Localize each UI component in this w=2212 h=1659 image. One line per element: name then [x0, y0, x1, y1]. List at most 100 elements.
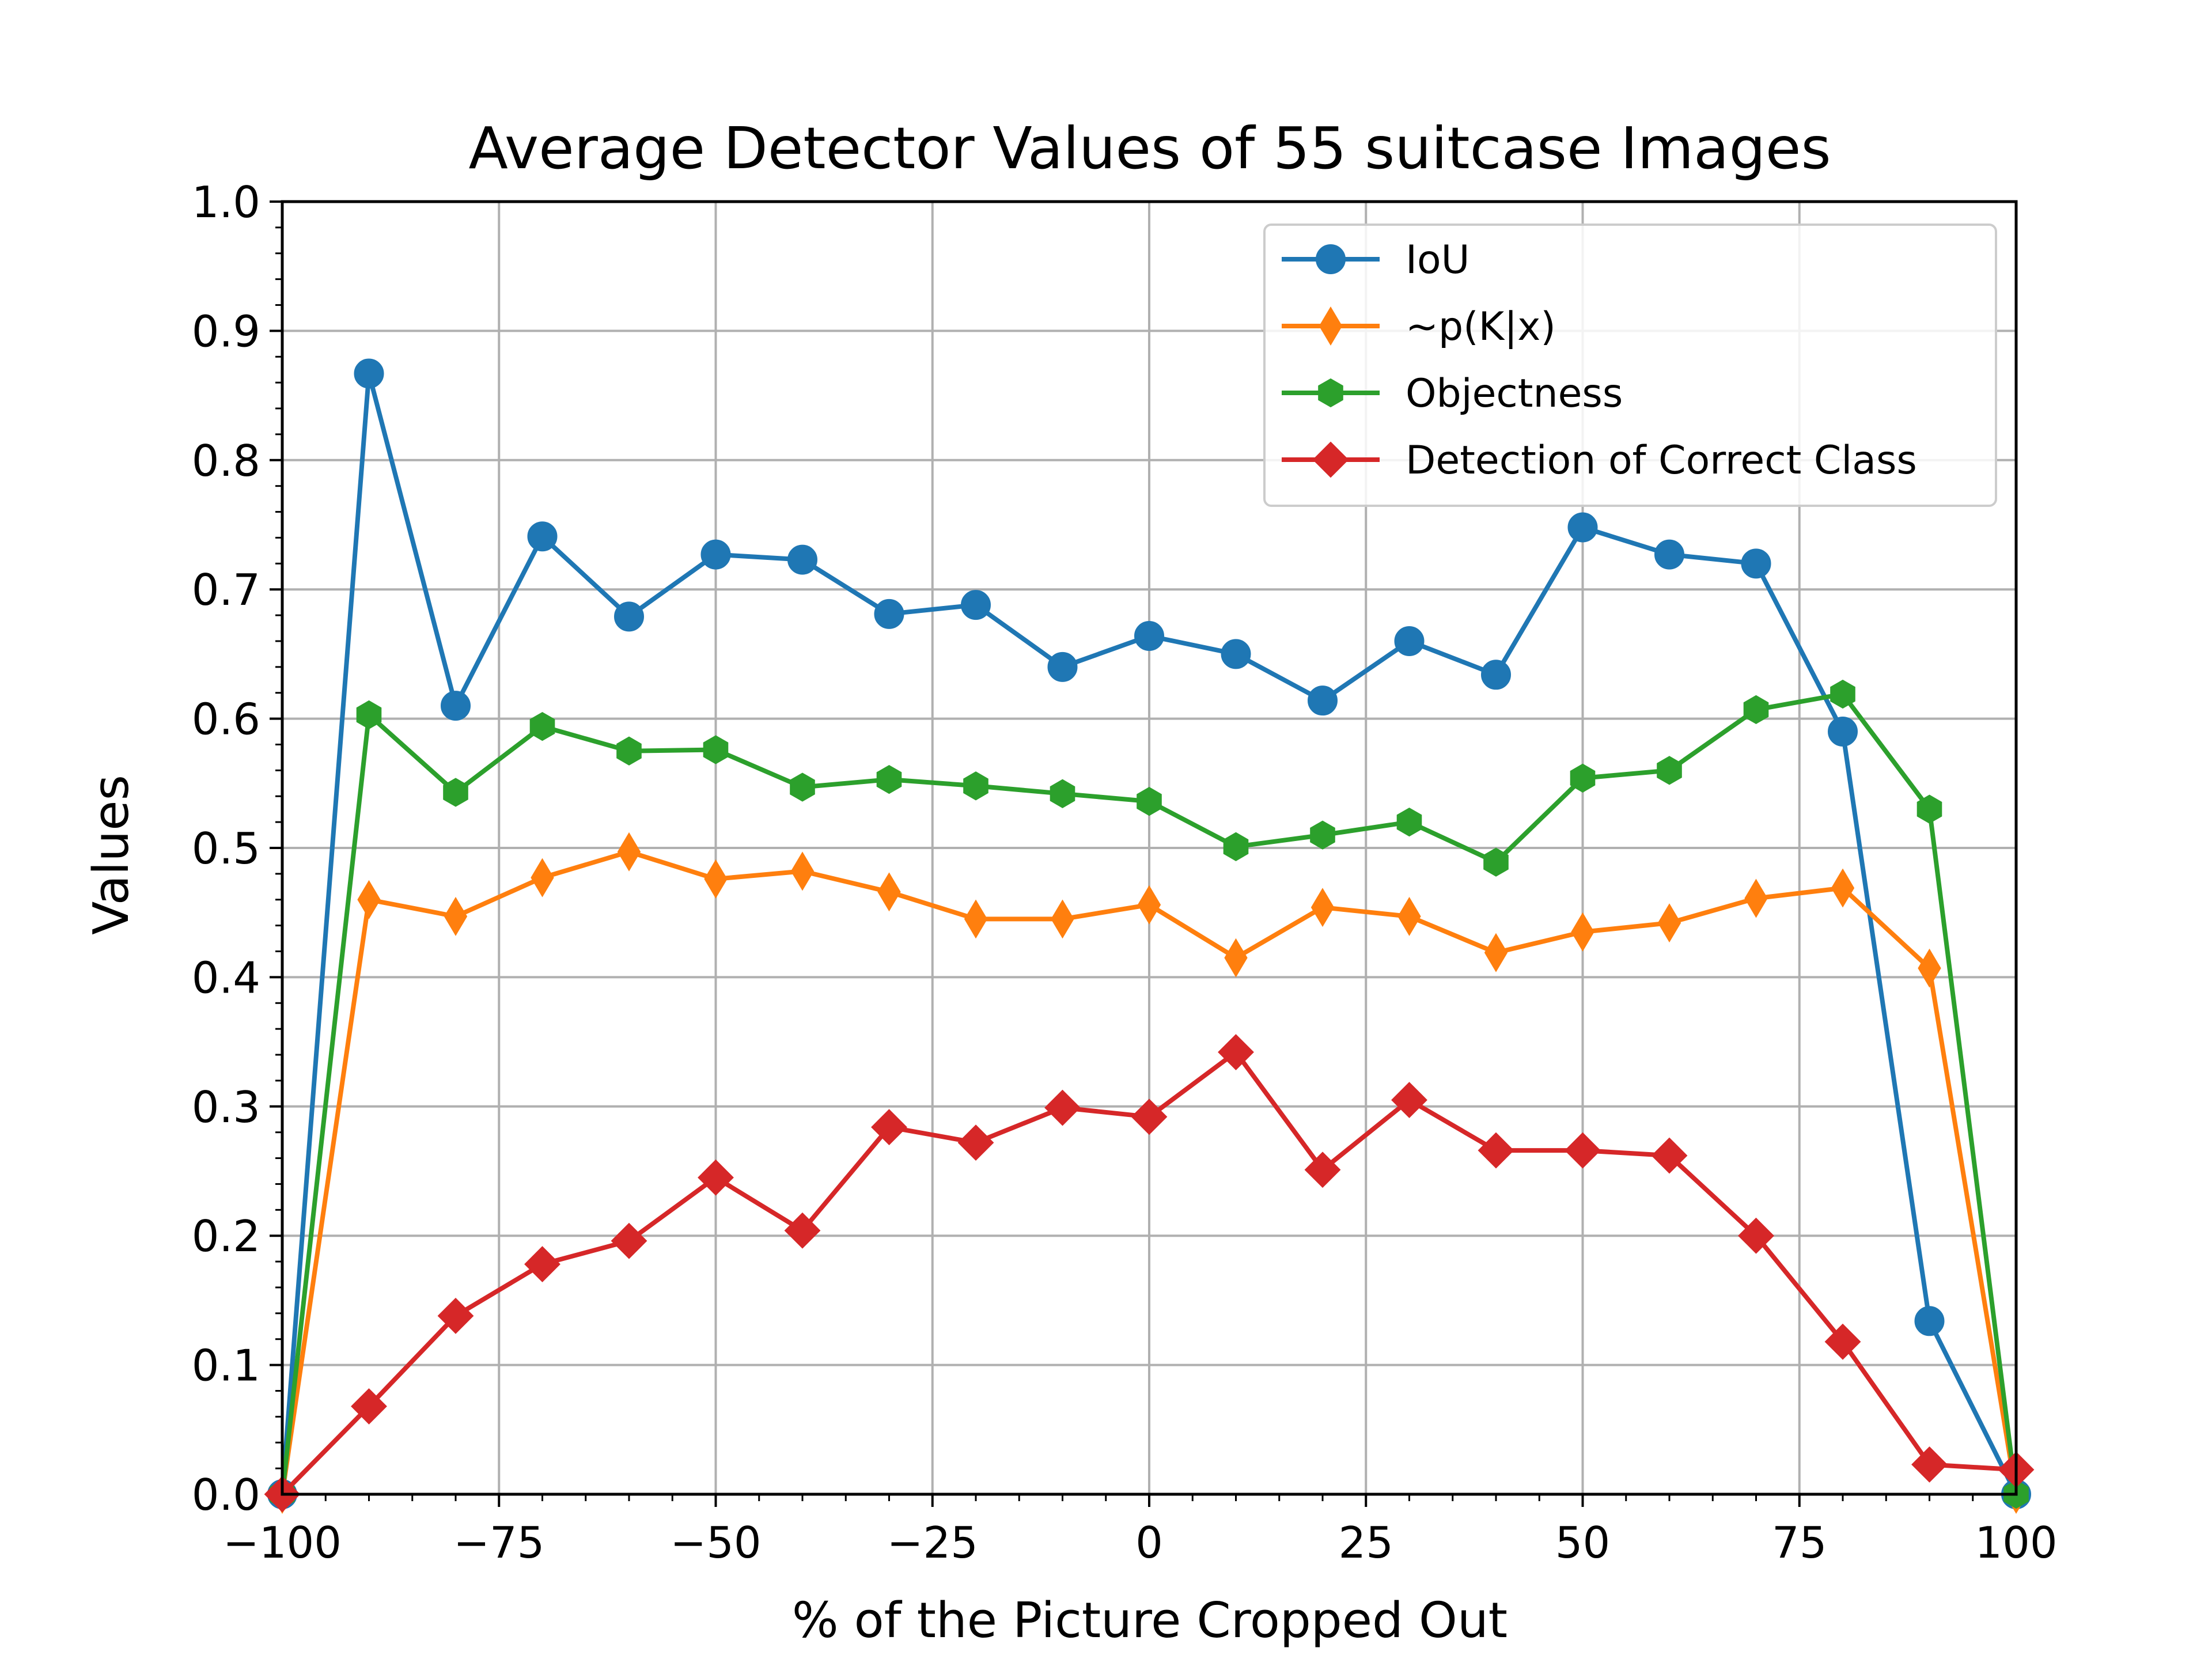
data-point	[529, 711, 555, 741]
legend-label: Detection of Correct Class	[1406, 438, 1917, 483]
data-point	[531, 858, 554, 897]
data-point	[354, 358, 384, 389]
data-point	[1567, 512, 1598, 543]
data-point	[1223, 832, 1249, 861]
axes-frame	[281, 200, 2018, 1496]
data-point	[790, 851, 815, 891]
legend-box	[1263, 224, 1997, 507]
data-point	[437, 1297, 474, 1334]
data-point	[1828, 717, 1858, 747]
y-tick-label: 1.0	[192, 177, 260, 228]
x-tick-label: −25	[887, 1517, 978, 1568]
data-point	[877, 872, 901, 912]
y-tick-label: 0.9	[192, 306, 260, 357]
data-point	[1483, 847, 1509, 877]
data-point	[703, 735, 729, 764]
series-1	[270, 832, 2028, 1514]
data-point	[611, 1222, 647, 1259]
data-point	[1051, 899, 1074, 939]
y-tick-label: 0.3	[192, 1082, 260, 1132]
data-point	[784, 1212, 821, 1249]
data-point	[1047, 652, 1078, 682]
data-point	[1654, 539, 1684, 570]
data-point	[527, 521, 558, 552]
data-point	[874, 599, 904, 629]
data-point	[1481, 660, 1511, 690]
data-point	[1304, 1152, 1341, 1188]
y-tick-label: 0.2	[192, 1211, 260, 1262]
data-point	[957, 1124, 994, 1161]
y-tick-label: 0.0	[192, 1469, 260, 1520]
data-point	[1657, 756, 1682, 785]
data-point	[1914, 1306, 1945, 1336]
data-point	[351, 1388, 387, 1425]
data-point	[1743, 695, 1769, 725]
plot-frame	[281, 200, 2018, 1496]
data-point	[700, 539, 731, 570]
data-point	[1396, 807, 1422, 837]
data-point	[1224, 938, 1248, 978]
data-point	[1218, 1034, 1254, 1070]
data-point	[1918, 948, 1941, 988]
data-point	[444, 896, 468, 936]
y-tick-label: 0.6	[192, 694, 260, 745]
data-point	[1651, 1137, 1688, 1174]
y-tick-label: 0.8	[192, 435, 260, 486]
data-point	[698, 1159, 734, 1196]
data-point	[704, 859, 728, 899]
series-0	[267, 358, 2031, 1509]
legend-entry: ~p(K|x)	[1282, 304, 1556, 350]
data-point	[1310, 888, 1335, 927]
series-lines	[264, 358, 2035, 1514]
data-point	[961, 590, 991, 620]
data-point	[1738, 1217, 1774, 1254]
legend-marker	[1319, 306, 1343, 346]
data-point	[1744, 878, 1768, 918]
x-tick-label: 50	[1555, 1517, 1610, 1568]
data-point	[1478, 1132, 1514, 1169]
data-point	[1916, 794, 1942, 824]
legend-marker	[1312, 441, 1349, 478]
x-axis-label: % of the Picture Cropped Out	[792, 1592, 1508, 1649]
y-tick-label: 0.7	[192, 565, 260, 615]
x-tick-label: 0	[1135, 1517, 1163, 1568]
data-point	[1565, 1132, 1601, 1169]
x-tick-label: 100	[1975, 1517, 2057, 1568]
data-point	[1391, 1082, 1427, 1118]
data-point	[1310, 820, 1335, 850]
series-3	[264, 1034, 2035, 1513]
data-point	[787, 544, 817, 575]
x-tick-label: 75	[1772, 1517, 1827, 1568]
legend-entry: Objectness	[1282, 371, 1623, 416]
data-point	[1134, 620, 1164, 651]
data-point	[356, 700, 382, 730]
legend-label: Objectness	[1406, 371, 1623, 416]
x-tick-label: −100	[223, 1517, 342, 1568]
y-tick-label: 0.1	[192, 1340, 260, 1391]
data-point	[871, 1109, 907, 1146]
data-point	[1137, 787, 1162, 816]
data-point	[1044, 1089, 1081, 1126]
legend-label: IoU	[1406, 237, 1469, 283]
data-point	[963, 771, 988, 801]
data-point	[964, 899, 988, 939]
y-tick-label: 0.5	[192, 823, 260, 874]
data-point	[1484, 933, 1508, 972]
data-point	[1911, 1446, 1948, 1483]
chart-title: Average Detector Values of 55 suitcase I…	[468, 115, 1831, 182]
data-point	[443, 778, 468, 807]
data-point	[1571, 912, 1594, 952]
x-tick-label: −50	[670, 1517, 761, 1568]
data-point	[1397, 896, 1421, 936]
legend-marker	[1316, 244, 1346, 274]
data-point	[1137, 885, 1161, 925]
data-point	[614, 601, 644, 632]
data-point	[357, 880, 381, 919]
legend-entry: IoU	[1282, 237, 1469, 283]
series-2	[270, 679, 2029, 1509]
legend-entry: Detection of Correct Class	[1282, 438, 1917, 483]
data-point	[1830, 679, 1855, 709]
data-point	[1131, 1099, 1168, 1135]
data-point	[616, 736, 642, 766]
